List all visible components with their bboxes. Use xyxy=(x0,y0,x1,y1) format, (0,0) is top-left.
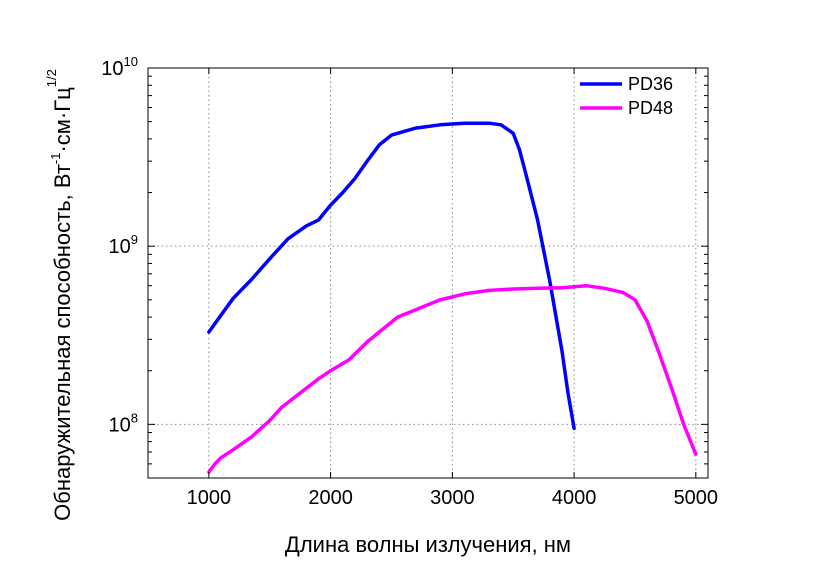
y-tick-label: 108 xyxy=(109,410,138,436)
y-axis-title-sup1: -1 xyxy=(48,153,63,165)
y-tick-label: 109 xyxy=(109,232,138,258)
x-tick-label: 3000 xyxy=(430,487,475,509)
y-axis-title-main: Обнаружительная способность, Вт xyxy=(50,164,75,521)
x-tick-label: 2000 xyxy=(308,487,353,509)
y-tick-label: 1010 xyxy=(101,54,138,80)
grid xyxy=(148,67,708,478)
y-axis-title-mid: ·см·Гц xyxy=(50,87,75,153)
x-tick-label: 1000 xyxy=(187,487,232,509)
axis-ticks: 1000 2000 3000 4000 5000 108 109 1010 xyxy=(101,54,718,509)
legend: PD36 PD48 xyxy=(580,74,673,118)
legend-label-pd48: PD48 xyxy=(628,98,673,118)
plot-frame xyxy=(147,67,709,479)
legend-label-pd36: PD36 xyxy=(628,74,673,94)
y-axis-title: Обнаружительная способность, Вт-1·см·Гц1… xyxy=(44,69,75,521)
series-line-pd36 xyxy=(207,121,576,431)
series-lines xyxy=(207,121,698,474)
x-tick-label: 5000 xyxy=(674,487,719,509)
x-tick-label: 4000 xyxy=(552,487,597,509)
y-axis-title-sup2: 1/2 xyxy=(44,69,59,87)
series-line-pd48 xyxy=(207,283,698,474)
x-axis-title: Длина волны излучения, нм xyxy=(285,532,571,557)
